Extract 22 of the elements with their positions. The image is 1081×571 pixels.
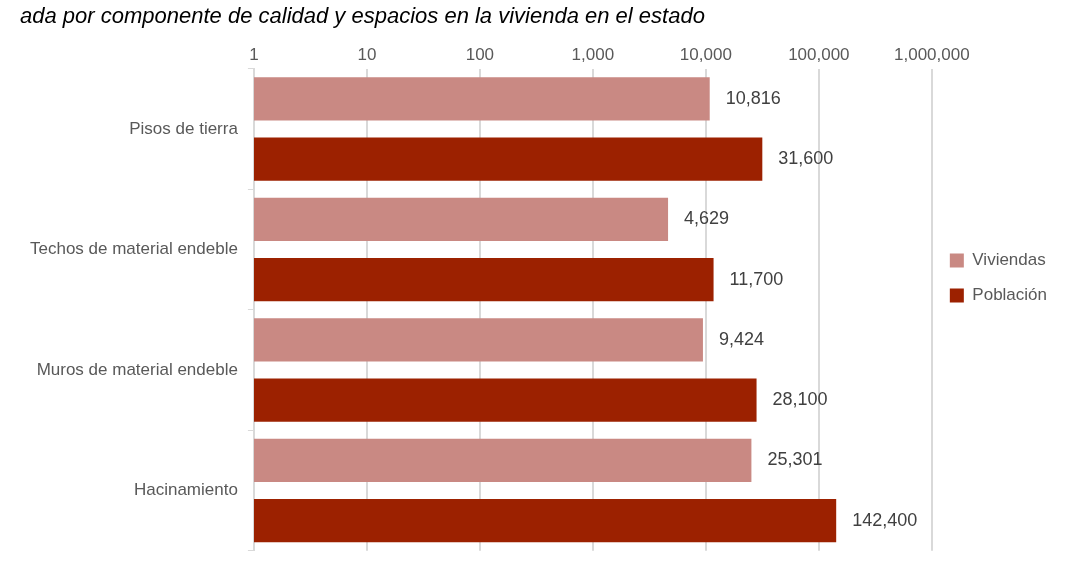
chart-title: ada por componente de calidad y espacios en la vivienda en el estado [20, 3, 705, 29]
data-label: 31,600 [778, 148, 834, 169]
x-tick-label: 1 [249, 45, 259, 65]
x-tick-label: 100,000 [788, 45, 850, 65]
x-tick-label: 100 [465, 45, 495, 65]
data-label: 28,100 [772, 389, 828, 410]
x-tick-label: 1,000,000 [894, 45, 970, 65]
data-label: 4,629 [684, 208, 730, 229]
x-tick-label: 10 [357, 45, 377, 65]
data-label: 10,816 [725, 87, 781, 108]
data-label: 142,400 [852, 509, 918, 530]
y-tick-label: Techos de material endeble [29, 239, 238, 259]
data-label: 11,700 [729, 268, 784, 289]
data-label: 25,301 [767, 449, 823, 470]
legend-label: Población [972, 285, 1048, 305]
legend-label: Viviendas [972, 250, 1046, 270]
y-tick-label: Pisos de tierra [129, 118, 239, 138]
y-tick-label: Hacinamiento [133, 480, 238, 500]
x-tick-label: 10,000 [679, 45, 732, 65]
data-label: 9,424 [718, 328, 764, 349]
x-tick-label: 1,000 [571, 45, 615, 65]
y-tick-label: Muros de material endeble [36, 359, 238, 379]
